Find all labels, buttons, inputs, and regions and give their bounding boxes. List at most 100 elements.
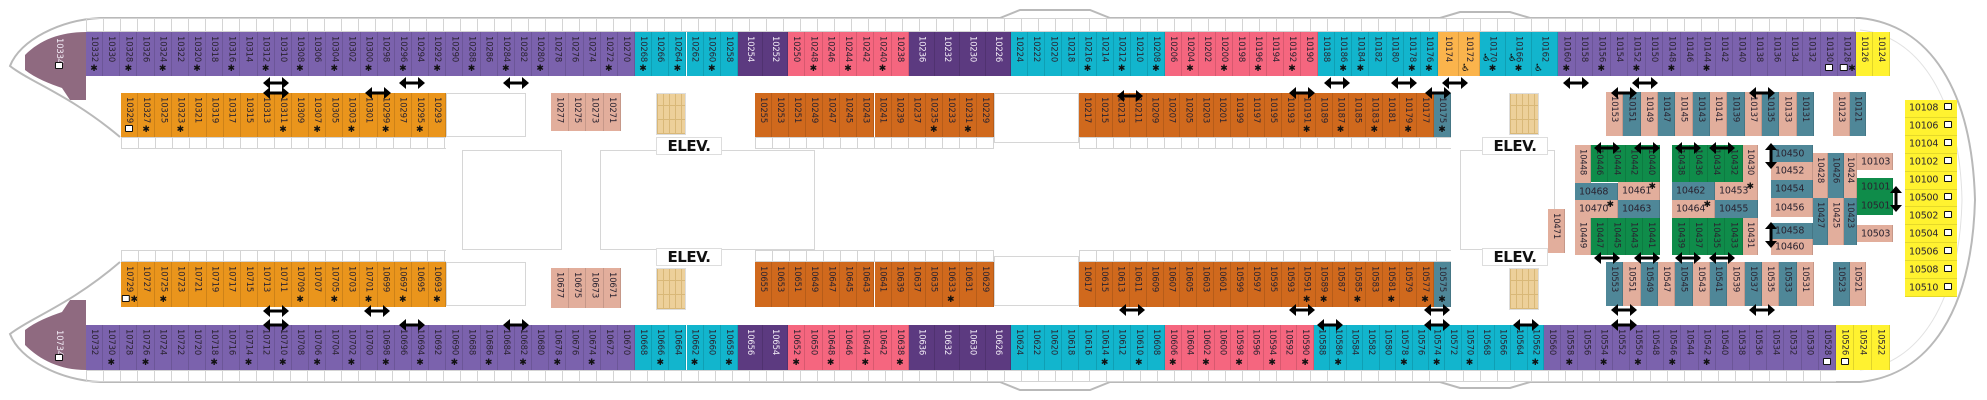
cabin[interactable]: 10427	[1813, 198, 1828, 245]
cabin[interactable]: 10241	[874, 93, 892, 137]
cabin[interactable]: 10426	[1828, 153, 1844, 198]
cabin[interactable]: 10655	[755, 262, 773, 307]
cabin[interactable]: 10583	[1366, 262, 1384, 307]
cabin[interactable]: 10599	[1231, 262, 1249, 307]
cabin[interactable]: 10709 ✱	[292, 262, 310, 307]
cabin[interactable]: 10271	[603, 93, 621, 131]
cabin[interactable]: 10432	[1725, 145, 1743, 182]
cabin[interactable]: 10190	[1301, 32, 1318, 76]
cabin[interactable]: 10326	[137, 32, 155, 76]
cabin[interactable]: 10572	[1445, 325, 1462, 370]
cabin[interactable]: 10321	[189, 93, 207, 137]
cabin[interactable]: 10299 ✱	[377, 93, 395, 137]
cabin[interactable]: 10239	[891, 93, 909, 137]
cabin[interactable]: 10609	[1146, 262, 1164, 307]
cabin[interactable]: 10224	[1011, 32, 1029, 76]
cabin[interactable]: 10141	[1710, 92, 1728, 136]
cabin[interactable]: 10578 ✱	[1396, 325, 1413, 370]
cabin[interactable]: 10531	[1796, 262, 1814, 306]
cabin[interactable]: 10703	[343, 262, 361, 307]
cabin[interactable]: 10653	[772, 262, 790, 307]
cabin[interactable]: 10188	[1318, 32, 1336, 76]
cabin[interactable]: 10189	[1315, 93, 1333, 137]
cabin[interactable]: 10198	[1233, 32, 1250, 76]
cabin[interactable]: 10666 ✱	[652, 325, 670, 370]
cabin[interactable]: 10290	[446, 32, 464, 76]
cabin[interactable]: 10675	[568, 268, 586, 308]
cabin[interactable]: 10538	[1732, 325, 1751, 370]
cabin[interactable]: 10582	[1363, 325, 1380, 370]
cabin[interactable]: 10704	[326, 325, 344, 370]
cabin[interactable]: 10328 ✱	[120, 32, 138, 76]
cabin[interactable]: 10136	[1768, 32, 1786, 76]
cabin[interactable]: 10616	[1079, 325, 1097, 370]
cabin[interactable]: 10568	[1478, 325, 1495, 370]
cabin[interactable]: 10558 ✱	[1561, 325, 1579, 370]
cabin[interactable]: 10445	[1608, 218, 1626, 255]
cabin[interactable]: 10705 ✱	[326, 262, 344, 307]
cabin[interactable]: 10658 ✱	[720, 325, 738, 370]
cabin[interactable]: 10613	[1112, 262, 1130, 307]
cabin[interactable]: 10502	[1905, 207, 1957, 226]
cabin[interactable]: 10146	[1680, 32, 1699, 76]
cabin[interactable]: 10436	[1689, 145, 1708, 182]
cabin[interactable]: 10211	[1129, 93, 1147, 137]
cabin[interactable]: 10732	[86, 325, 104, 370]
cabin[interactable]: 10542 ✱	[1698, 325, 1716, 370]
cabin[interactable]: 10249	[806, 93, 824, 137]
cabin[interactable]: 10128 ✱	[1838, 32, 1856, 76]
cabin[interactable]: 10646	[839, 325, 858, 370]
cabin[interactable]: 10325	[155, 93, 173, 137]
cabin[interactable]: 10579	[1400, 262, 1418, 307]
cabin[interactable]: 10332 ✱	[86, 32, 104, 76]
cabin[interactable]: 10277	[551, 93, 569, 131]
cabin[interactable]: 10534	[1767, 325, 1785, 370]
cabin[interactable]: 10671	[603, 268, 621, 308]
cabin[interactable]: 10455	[1715, 200, 1758, 218]
cabin[interactable]: 10688	[463, 325, 481, 370]
cabin[interactable]: 10156 ✱	[1593, 32, 1611, 76]
cabin[interactable]: 10718 ✱	[206, 325, 224, 370]
cabin[interactable]: 10701 ✱	[360, 262, 378, 307]
cabin[interactable]: 10316 ✱	[223, 32, 241, 76]
cabin[interactable]: 10450	[1771, 145, 1813, 162]
cabin[interactable]: 10248 ✱	[805, 32, 823, 76]
cabin[interactable]: 10700	[360, 325, 378, 370]
cabin[interactable]: 10690 ✱	[446, 325, 464, 370]
cabin[interactable]: 10296 ✱	[394, 32, 412, 76]
cabin[interactable]: 10462	[1672, 182, 1715, 200]
cabin[interactable]: 10101	[1857, 178, 1893, 196]
cabin[interactable]: 10604	[1181, 325, 1199, 370]
cabin[interactable]: 10614 ✱	[1096, 325, 1114, 370]
cabin[interactable]: 10170 ♿ ✱	[1480, 32, 1506, 76]
cabin[interactable]: 10108	[1905, 100, 1957, 118]
cabin[interactable]: 10652 ✱	[788, 325, 806, 370]
cabin[interactable]: 10152 ✱	[1628, 32, 1646, 76]
cabin[interactable]: 10584	[1346, 325, 1364, 370]
cabin[interactable]: 10468	[1575, 183, 1618, 200]
cabin[interactable]: 10270	[617, 32, 635, 76]
cabin[interactable]: 10210	[1130, 32, 1148, 76]
bow-cabin[interactable]: 10334	[48, 34, 70, 76]
cabin[interactable]: 10699	[377, 262, 395, 307]
cabin[interactable]: 10301	[360, 93, 378, 137]
cabin[interactable]: 10597	[1248, 262, 1265, 307]
cabin[interactable]: 10139	[1727, 92, 1745, 136]
cabin[interactable]: 10720	[188, 325, 207, 370]
cabin[interactable]: 10668	[635, 325, 653, 370]
cabin[interactable]: 10133	[1779, 92, 1797, 136]
cabin[interactable]: 10300 ✱	[360, 32, 378, 76]
cabin[interactable]: 10123	[1833, 92, 1850, 136]
cabin[interactable]: 10684	[497, 325, 515, 370]
cabin[interactable]: 10438	[1672, 145, 1690, 182]
cabin[interactable]: 10692	[429, 325, 447, 370]
cabin[interactable]: 10458	[1771, 223, 1813, 239]
cabin[interactable]: 10199	[1231, 93, 1249, 137]
cabin[interactable]: 10268 ✱	[635, 32, 653, 76]
cabin[interactable]: 10551	[1623, 262, 1641, 306]
cabin[interactable]: 10293	[428, 93, 446, 137]
cabin[interactable]: 10207	[1163, 93, 1181, 137]
cabin[interactable]: 10598 ✱	[1231, 325, 1248, 370]
cabin[interactable]: 10647	[823, 262, 841, 307]
cabin[interactable]: 10532	[1784, 325, 1802, 370]
